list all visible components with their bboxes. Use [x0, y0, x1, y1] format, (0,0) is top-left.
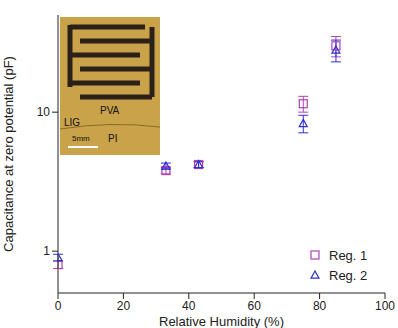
svg-text:40: 40 — [182, 299, 196, 313]
html-text:PVA: PVA — [100, 105, 120, 116]
html-text:PI: PI — [108, 133, 118, 144]
html-text:5mm: 5mm — [72, 134, 90, 143]
svg-text:60: 60 — [248, 299, 262, 313]
html-text:Reg. 2: Reg. 2 — [329, 267, 368, 283]
svg-text:20: 20 — [117, 299, 131, 313]
svg-text:100: 100 — [375, 299, 395, 313]
svg-text:Capacitance at zero potential: Capacitance at zero potential (pF) — [1, 56, 16, 252]
svg-text:Relative Humidity (%): Relative Humidity (%) — [159, 314, 284, 328]
svg-text:1: 1 — [43, 244, 50, 258]
svg-text:0: 0 — [55, 299, 62, 313]
html-text:Reg. 1: Reg. 1 — [329, 247, 368, 263]
html-text:LIG: LIG — [64, 117, 81, 128]
svg-text:10: 10 — [37, 105, 51, 119]
svg-text:80: 80 — [313, 299, 327, 313]
